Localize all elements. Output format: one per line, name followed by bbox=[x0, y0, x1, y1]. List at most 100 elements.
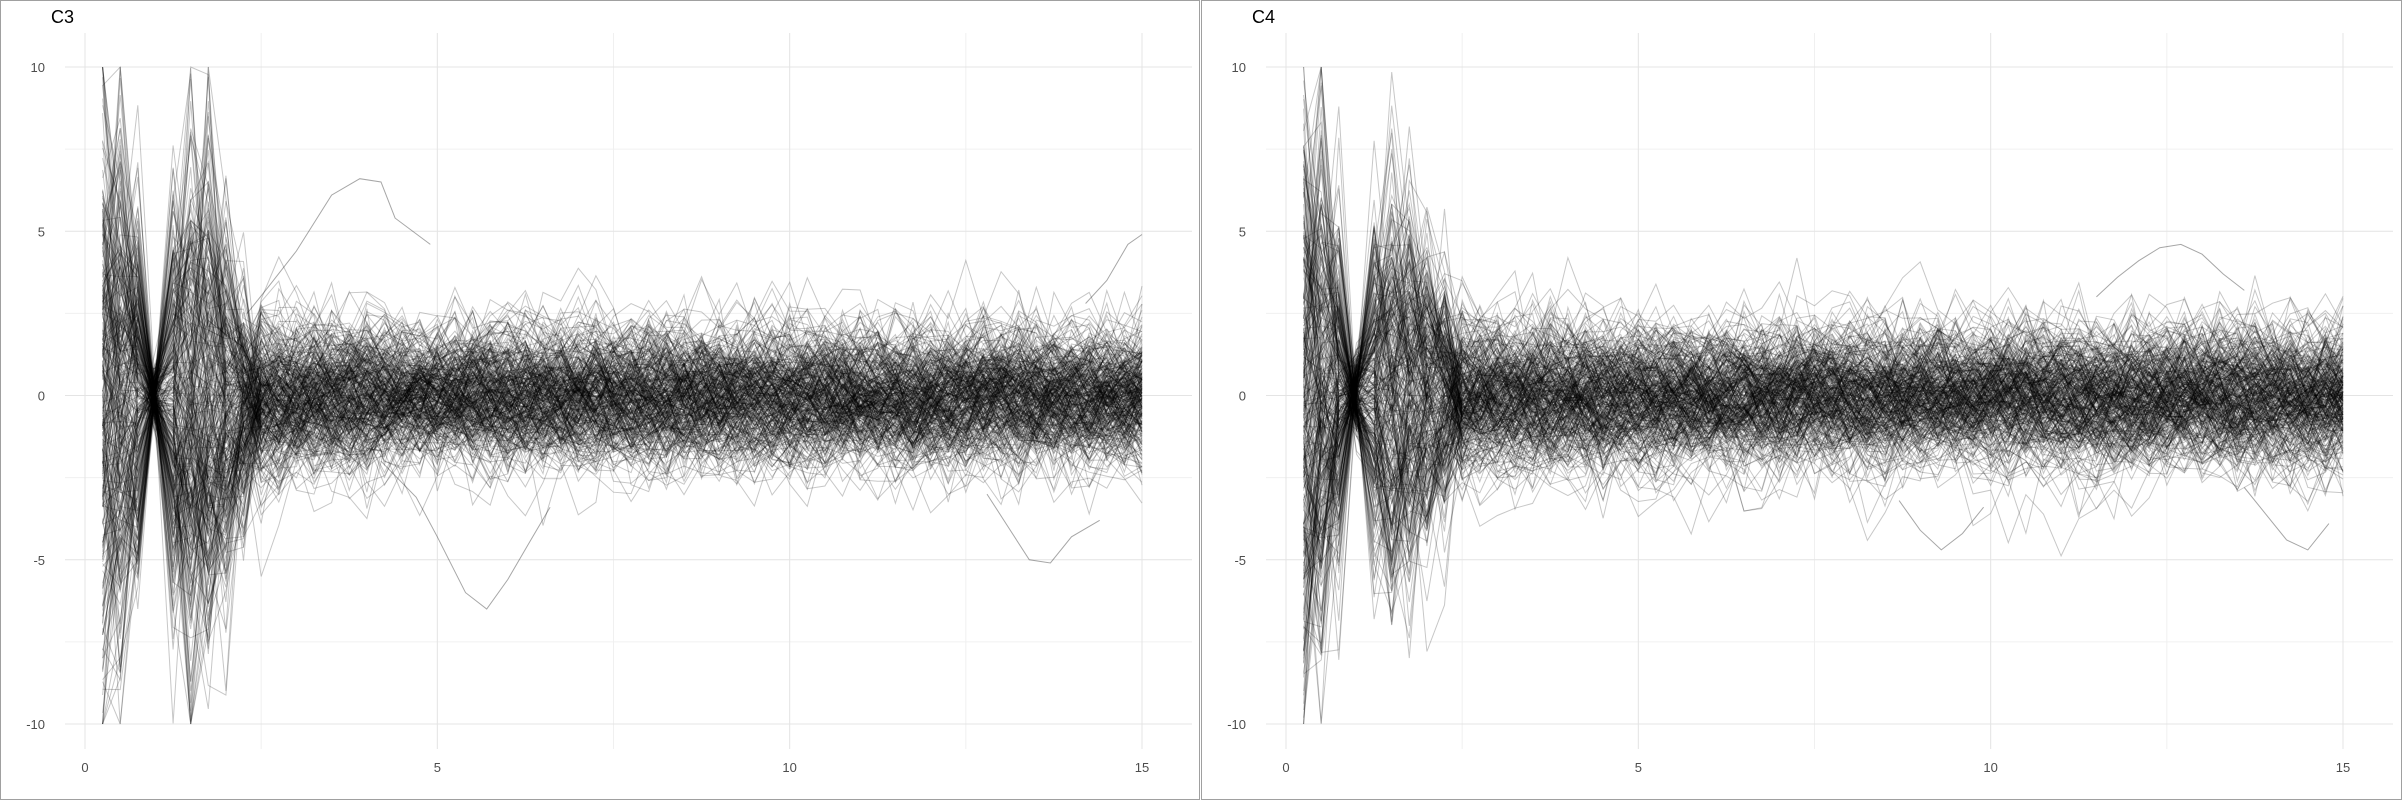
series-line bbox=[1303, 249, 2344, 451]
series-line bbox=[1303, 206, 2344, 496]
series-line bbox=[102, 188, 1143, 586]
series-line bbox=[102, 288, 1143, 634]
y-tick-label: 10 bbox=[31, 60, 45, 75]
series-line bbox=[1303, 271, 2344, 524]
series-line bbox=[1303, 320, 2344, 467]
series-line bbox=[1303, 259, 2344, 492]
series-line bbox=[1303, 272, 2344, 493]
series-line bbox=[1303, 66, 2344, 526]
series-line bbox=[102, 258, 1143, 448]
series-line bbox=[1303, 218, 2344, 574]
series-line bbox=[1303, 333, 2344, 490]
series-line bbox=[102, 201, 1143, 508]
series-line bbox=[102, 219, 1143, 668]
series-line bbox=[102, 313, 1143, 504]
series-line bbox=[1303, 229, 2344, 461]
series-line bbox=[102, 202, 1143, 496]
series-line bbox=[1303, 146, 2344, 462]
series-line bbox=[1303, 307, 2344, 481]
series-line bbox=[1303, 258, 2344, 535]
series-line bbox=[1303, 210, 2344, 501]
series-line bbox=[1303, 298, 2344, 568]
series-line bbox=[102, 101, 1143, 589]
series-line bbox=[102, 224, 1143, 618]
series-line bbox=[102, 364, 1143, 717]
series-line bbox=[1303, 303, 2344, 653]
series-line bbox=[102, 169, 1143, 550]
series-line bbox=[102, 263, 1143, 573]
series-line bbox=[102, 190, 1143, 567]
series-line bbox=[1303, 288, 2344, 583]
series-line bbox=[102, 138, 1143, 644]
series-line bbox=[1303, 277, 2344, 542]
series-line bbox=[102, 327, 1143, 567]
series-line bbox=[1303, 258, 2344, 612]
series-line bbox=[1303, 302, 2344, 588]
series-line bbox=[102, 233, 1143, 570]
series-line bbox=[102, 66, 1143, 492]
series-line bbox=[1303, 331, 2344, 576]
series-line bbox=[1303, 241, 2344, 530]
series-line bbox=[1303, 149, 2344, 535]
series-line bbox=[1303, 66, 2344, 557]
series-line bbox=[102, 134, 1143, 549]
series-line bbox=[1303, 294, 2344, 586]
series-line bbox=[102, 258, 1143, 459]
series-line bbox=[102, 208, 1143, 525]
series-line bbox=[102, 200, 1143, 496]
series-line bbox=[102, 277, 1143, 449]
series-line bbox=[1303, 338, 2344, 570]
series-line bbox=[102, 252, 1143, 593]
series-line bbox=[102, 66, 1143, 544]
series-line bbox=[1303, 168, 2344, 622]
series-line bbox=[102, 145, 1143, 473]
series-line bbox=[1303, 251, 2344, 563]
series-line bbox=[102, 269, 1143, 619]
series-line bbox=[102, 169, 1143, 507]
series-line bbox=[1303, 256, 2344, 724]
series-line bbox=[102, 66, 1143, 474]
series-line bbox=[102, 264, 1143, 541]
series-line bbox=[1303, 261, 2344, 579]
series-line bbox=[1303, 296, 2344, 620]
series-line bbox=[1303, 257, 2344, 547]
series-line bbox=[102, 154, 1143, 725]
series-line bbox=[1303, 238, 2344, 464]
series-line bbox=[1303, 82, 2344, 521]
series-line bbox=[1303, 203, 2344, 465]
series-line bbox=[102, 199, 1143, 466]
series-line bbox=[102, 327, 1143, 523]
series-line bbox=[102, 240, 1143, 567]
series-line bbox=[1303, 80, 2344, 578]
series-line bbox=[102, 302, 1143, 640]
series-line bbox=[102, 257, 1143, 636]
series-line bbox=[102, 321, 1143, 543]
series-line bbox=[102, 282, 1143, 495]
series-line bbox=[102, 223, 1143, 485]
series-line bbox=[1303, 227, 2344, 525]
series-line bbox=[102, 296, 1143, 654]
series-line bbox=[1303, 225, 2344, 627]
series-line bbox=[1303, 295, 2344, 473]
series-line bbox=[1303, 271, 2344, 475]
series-line bbox=[1303, 327, 2344, 508]
series-line bbox=[102, 66, 1143, 611]
series-line bbox=[1303, 311, 2344, 584]
series-line bbox=[102, 203, 1143, 538]
series-line bbox=[1303, 221, 2344, 489]
series-line bbox=[1303, 271, 2344, 704]
series-line bbox=[1303, 247, 2344, 477]
series-line bbox=[102, 220, 1143, 574]
series-line bbox=[102, 221, 1143, 523]
series-line bbox=[102, 209, 1143, 485]
series-line bbox=[102, 264, 1143, 569]
series-line bbox=[102, 311, 1143, 545]
series-line bbox=[1303, 257, 2344, 477]
series-line bbox=[102, 277, 1143, 574]
series-line bbox=[102, 315, 1143, 486]
series-line bbox=[102, 270, 1143, 616]
series-line bbox=[1303, 262, 2344, 595]
series-line bbox=[1303, 235, 2344, 508]
series-line bbox=[1303, 66, 2344, 518]
series-line bbox=[102, 105, 1143, 508]
